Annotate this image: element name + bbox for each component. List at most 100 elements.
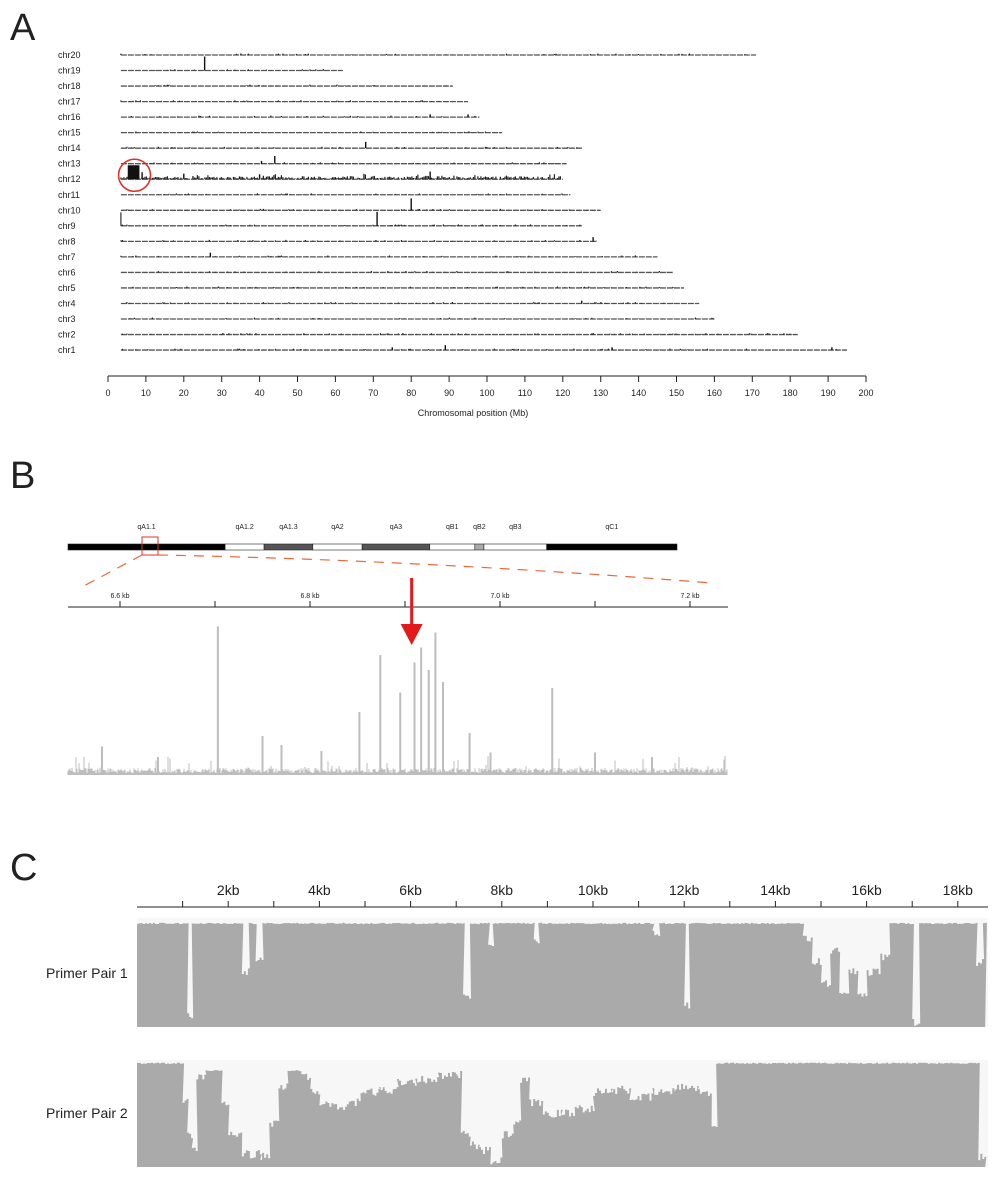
ideogram-band <box>224 543 265 551</box>
coverage-noise <box>154 69 339 71</box>
x-tick-label: 12kb <box>669 882 700 898</box>
coverage-noise <box>67 755 728 775</box>
chromosome-label: chr1 <box>58 345 76 355</box>
x-tick-label: 0 <box>105 388 110 398</box>
coverage-peak <box>133 165 140 180</box>
x-tick-label: 180 <box>783 388 798 398</box>
x-tick-label: 18kb <box>943 882 974 898</box>
panel-c-coverage-plot: 2kb 4kb 6kb 8kb 10kb 12kb 14kb 16kb 18kb <box>137 882 988 1167</box>
coverage-noise <box>121 348 837 351</box>
coverage-area <box>137 1062 987 1167</box>
series-label-primer-pair-1: Primer Pair 1 <box>46 965 128 981</box>
chromosome-label: chr12 <box>58 174 81 184</box>
band-label: qB1 <box>446 524 459 531</box>
x-tick-label: 6.6 kb <box>110 593 129 600</box>
chromosome-label: chr5 <box>58 283 76 293</box>
zoom-guide <box>157 554 713 584</box>
band-label: qA1.2 <box>235 524 253 531</box>
zoom-guide <box>79 554 143 589</box>
x-tick-label: 50 <box>292 388 302 398</box>
panel-label-b: B <box>10 455 35 497</box>
chromosome-label: chr19 <box>58 66 81 76</box>
panel-b-locus-plot: qA1.1 qA1.2 qA1.3 qA2 qA3 qB1 qB2 qB3 qC1 6.6 kb 6… <box>67 524 728 775</box>
panel-label-c: C <box>10 847 37 889</box>
coverage-noise <box>154 84 447 87</box>
chromosome-label: chr15 <box>58 128 81 138</box>
x-tick-label: 160 <box>707 388 722 398</box>
panel-label-a: A <box>10 7 36 49</box>
chromosome-label: chr20 <box>58 50 81 60</box>
coverage-noise <box>126 146 582 149</box>
coverage-noise <box>157 193 563 195</box>
x-tick-label: 140 <box>631 388 646 398</box>
x-tick-label: 10 <box>141 388 151 398</box>
x-tick-label: 2kb <box>217 882 240 898</box>
coverage-noise <box>157 270 668 273</box>
band-label: qA1.1 <box>137 524 155 531</box>
x-tick-label: 14kb <box>760 882 791 898</box>
x-tick-label: 40 <box>255 388 265 398</box>
x-tick-label: 190 <box>821 388 836 398</box>
chromosome-label: chr17 <box>58 97 81 107</box>
coverage-noise <box>129 317 714 320</box>
coverage-noise <box>132 286 674 288</box>
x-tick-label: 120 <box>555 388 570 398</box>
coverage-noise <box>121 333 794 335</box>
coverage-noise <box>120 255 636 257</box>
coverage-noise <box>120 100 449 102</box>
x-tick-label: 6.8 kb <box>300 593 319 600</box>
chromosome-label: chr18 <box>58 81 81 91</box>
chromosome-label: chr14 <box>58 143 81 153</box>
band-label: qC1 <box>605 524 618 531</box>
coverage-noise <box>121 224 581 226</box>
coverage-noise <box>126 208 588 211</box>
x-tick-label: 6kb <box>399 882 422 898</box>
ideogram-band <box>546 543 678 551</box>
chromosome-label: chr9 <box>58 221 76 231</box>
x-tick-label: 150 <box>669 388 684 398</box>
x-tick-label: 7.2 kb <box>680 593 699 600</box>
chromosome-label: chr10 <box>58 205 81 215</box>
x-tick-label: 16kb <box>851 882 882 898</box>
chromosome-label: chr6 <box>58 267 76 277</box>
chromosome-label: chr3 <box>58 314 76 324</box>
series-label-primer-pair-2: Primer Pair 2 <box>46 1105 128 1121</box>
ideogram-band <box>429 543 476 551</box>
chromosome-label: chr4 <box>58 298 76 308</box>
x-tick-label: 200 <box>858 388 873 398</box>
x-tick-label: 80 <box>406 388 416 398</box>
panel-a-genome-plot: chr20chr19chr18chr17chr16chr15chr14chr13… <box>58 50 874 398</box>
coverage-noise <box>120 173 561 180</box>
highlight-circle <box>117 158 152 193</box>
x-tick-label: 90 <box>444 388 454 398</box>
band-label: qB2 <box>473 524 486 531</box>
ideogram-band <box>474 543 485 551</box>
ideogram-band <box>483 543 547 551</box>
x-tick-label: 60 <box>330 388 340 398</box>
x-tick-label: 30 <box>217 388 227 398</box>
chromosome-label: chr16 <box>58 112 81 122</box>
chromosome-label: chr13 <box>58 159 81 169</box>
ideogram-band <box>312 543 363 551</box>
x-tick-label: 130 <box>593 388 608 398</box>
ideogram-band <box>67 543 226 551</box>
coverage-noise <box>120 239 597 242</box>
x-tick-label: 10kb <box>578 882 609 898</box>
x-tick-label: 4kb <box>308 882 331 898</box>
x-tick-label: 100 <box>479 388 494 398</box>
ideogram-band <box>361 543 431 551</box>
chromosome-label: chr2 <box>58 330 76 340</box>
coverage-noise <box>120 53 746 55</box>
band-label: qA2 <box>331 524 344 531</box>
x-tick-label: 8kb <box>491 882 514 898</box>
coverage-peak <box>127 165 134 180</box>
band-label: qA3 <box>390 524 403 531</box>
x-tick-label: 110 <box>518 388 532 398</box>
chromosome-label: chr11 <box>58 190 80 200</box>
coverage-noise <box>126 301 693 304</box>
x-tick-label: 20 <box>179 388 189 398</box>
band-label: qA1.3 <box>279 524 297 531</box>
band-label: qB3 <box>509 524 522 531</box>
x-tick-label: 170 <box>745 388 760 398</box>
ideogram-band <box>263 543 314 551</box>
